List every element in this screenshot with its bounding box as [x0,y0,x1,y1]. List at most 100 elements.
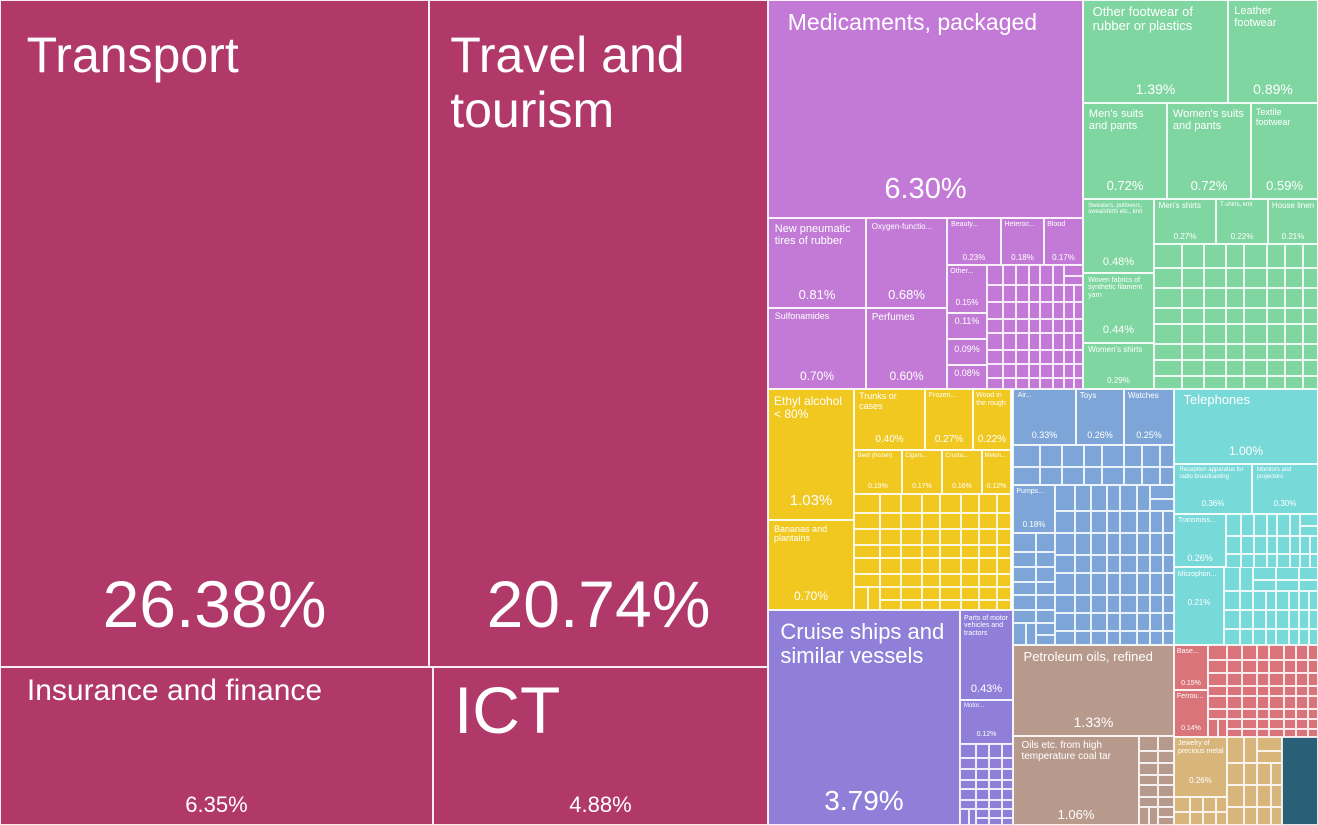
treemap-cell: Beauty... 0.23% [947,218,1001,265]
treemap-small-cell [1036,533,1055,552]
treemap-small-cell [1013,567,1036,582]
treemap-small-cell [989,758,1002,769]
treemap-small-cell [1266,591,1276,610]
cell-value: 1.00% [1228,444,1264,458]
treemap-small-cell [1257,807,1271,825]
cell-value: 0.36% [1201,499,1225,508]
treemap-small-cell [1036,595,1055,610]
cell-value: 0.21% [1187,598,1211,607]
treemap-small-cell [1208,686,1227,696]
treemap-small-cell [1284,660,1296,673]
treemap-small-cell [1253,567,1276,580]
treemap-small-cell [1226,244,1244,268]
treemap-small-cell [1240,567,1253,591]
treemap-small-cell [1267,244,1285,268]
treemap-small-cell [854,574,880,587]
cell-label: Medicaments, packaged [787,8,1038,35]
treemap-small-cell [1120,533,1137,555]
treemap-cell: Reception apparatus for radio broadcasti… [1174,464,1252,514]
treemap-small-cell [1269,709,1284,719]
treemap-small-cell [1226,308,1244,324]
treemap-small-cell [961,529,979,545]
treemap-small-cell [1254,536,1267,554]
treemap-small-cell [989,818,1002,825]
treemap-small-cell [979,545,997,558]
treemap-small-cell [1158,775,1174,785]
treemap-small-cell [1226,376,1244,389]
treemap-small-cell [1284,729,1296,737]
treemap-small-cell [1016,350,1029,364]
treemap-small-cell [1040,285,1053,302]
treemap-small-cell [1040,333,1053,350]
treemap-small-cell [1107,511,1120,533]
treemap-small-cell [1163,573,1174,595]
treemap-small-cell [1064,350,1074,364]
treemap-small-cell [1240,629,1253,645]
treemap-small-cell [961,587,979,600]
cell-value: 1.39% [1135,81,1176,97]
treemap-small-cell [1036,610,1055,623]
treemap-small-cell [940,587,961,600]
treemap-small-cell [1139,785,1158,797]
cell-label: Insurance and finance [26,674,323,708]
treemap-cell: Bananas and plantains 0.70% [768,520,854,610]
treemap-small-cell [961,574,979,587]
treemap-small-cell [1154,288,1182,308]
treemap-small-cell [1244,807,1257,825]
treemap-cell: Air... 0.33% [1013,389,1076,445]
treemap-small-cell [1253,591,1266,610]
treemap-small-cell [1075,511,1091,533]
treemap-small-cell [1091,595,1107,613]
treemap-small-cell [1107,595,1120,613]
treemap-small-cell [1284,686,1296,696]
treemap-small-cell [1290,514,1300,536]
treemap-small-cell [1271,785,1282,807]
cell-label: Other... [950,267,974,275]
treemap-small-cell [1084,445,1102,467]
treemap-small-cell [880,587,901,600]
treemap-cell: Cigars... 0.17% [902,450,942,494]
treemap-small-cell [1244,376,1267,389]
treemap-small-cell [1271,763,1282,785]
treemap-small-cell [1013,610,1036,623]
cell-value: 0.30% [1273,499,1297,508]
treemap-small-cell [868,587,880,610]
treemap-small-cell [1124,467,1142,485]
treemap-small-cell [1289,629,1299,645]
cell-value: 1.06% [1057,807,1095,822]
treemap-small-cell [987,302,1003,319]
treemap-small-cell [976,789,989,800]
treemap-small-cell [1163,613,1174,631]
treemap-small-cell [901,494,922,513]
treemap-small-cell [1285,308,1303,324]
treemap-cell: Heteroc... 0.18% [1001,218,1044,265]
treemap-small-cell [1227,696,1242,709]
cell-value: 0.72% [1106,178,1144,193]
treemap-small-cell [1203,812,1216,825]
treemap-small-cell [1040,467,1062,485]
treemap-small-cell [1296,709,1308,719]
treemap-small-cell [1300,536,1310,554]
treemap-small-cell [997,513,1011,529]
treemap-small-cell [1309,629,1318,645]
cell-label: Ferrou... [1176,692,1204,700]
treemap-small-cell [1053,319,1064,333]
cell-label: House linen [1271,200,1315,210]
treemap-small-cell [1137,595,1150,613]
treemap-small-cell [1284,645,1296,660]
cell-label: New pneumatic tires of rubber [774,222,851,247]
treemap-small-cell [1244,737,1257,763]
treemap-small-cell [1267,324,1285,344]
treemap-small-cell [979,574,997,587]
treemap-small-cell [1002,744,1013,758]
treemap-small-cell [1203,797,1216,812]
treemap-small-cell [1064,285,1074,302]
treemap-small-cell [1040,350,1053,364]
treemap-small-cell [960,780,976,789]
treemap-cell: Woven fabrics of synthetic filament yarn… [1083,273,1154,343]
treemap-small-cell [1150,485,1174,499]
treemap-small-cell [1053,378,1064,389]
treemap-small-cell [1091,555,1107,573]
cell-value: 0.27% [1173,232,1197,241]
treemap-small-cell [1276,567,1299,580]
